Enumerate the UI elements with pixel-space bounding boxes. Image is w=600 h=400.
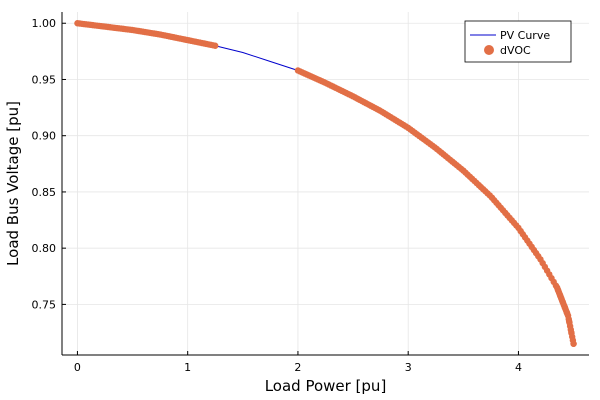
x-tick-label: 2: [294, 361, 301, 374]
x-tick-label: 0: [74, 361, 81, 374]
x-axis-label: Load Power [pu]: [265, 377, 387, 395]
y-tick-label: 0.95: [32, 73, 57, 86]
axes: [61, 12, 589, 356]
legend-marker-swatch: [484, 45, 494, 55]
x-tick-label: 3: [405, 361, 412, 374]
dvoc-point: [570, 340, 577, 347]
x-tick-label: 1: [184, 361, 191, 374]
y-tick-label: 0.75: [32, 298, 57, 311]
legend: PV Curve dVOC: [464, 20, 572, 63]
y-tick-label: 0.90: [32, 130, 57, 143]
y-tick-label: 0.85: [32, 186, 57, 199]
y-tick-label: 1.00: [32, 17, 57, 30]
legend-label-pv-curve: PV Curve: [500, 29, 550, 42]
legend-box: [464, 20, 572, 63]
x-tick-label: 4: [515, 361, 522, 374]
y-axis-label: Load Bus Voltage [pu]: [4, 101, 22, 266]
tick-labels: 0 1 2 3 4 0.75 0.80 0.85 0.90 0.95 1.00: [32, 17, 522, 374]
legend-label-dvoc: dVOC: [500, 44, 531, 57]
y-tick-label: 0.80: [32, 242, 57, 255]
plot-series: [74, 20, 577, 347]
dvoc-point: [212, 42, 219, 49]
